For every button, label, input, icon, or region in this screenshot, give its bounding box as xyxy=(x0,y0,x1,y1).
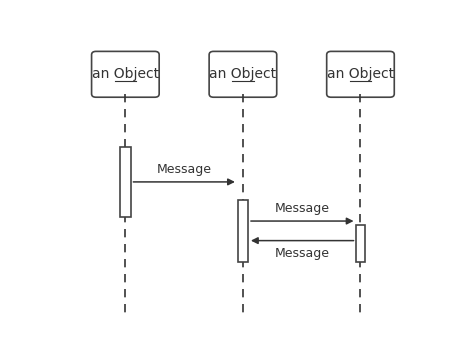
Text: Message: Message xyxy=(156,163,212,176)
Text: an Object: an Object xyxy=(92,67,159,81)
Text: an Object: an Object xyxy=(327,67,394,81)
Bar xyxy=(120,147,130,217)
FancyBboxPatch shape xyxy=(327,52,394,97)
Bar xyxy=(238,200,248,262)
Text: Message: Message xyxy=(275,202,330,215)
FancyBboxPatch shape xyxy=(91,52,159,97)
FancyBboxPatch shape xyxy=(209,52,277,97)
Text: an Object: an Object xyxy=(210,67,276,81)
Text: Message: Message xyxy=(275,247,330,260)
Bar xyxy=(356,225,365,262)
